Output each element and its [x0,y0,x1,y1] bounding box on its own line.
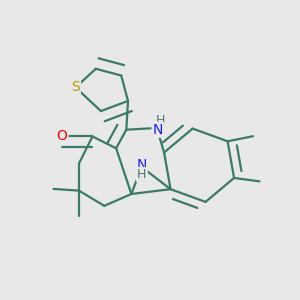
Text: O: O [57,130,68,143]
Text: N: N [153,123,163,137]
Text: N: N [136,158,147,172]
Text: H: H [137,168,146,181]
Text: H: H [155,114,165,127]
Text: S: S [71,80,80,94]
